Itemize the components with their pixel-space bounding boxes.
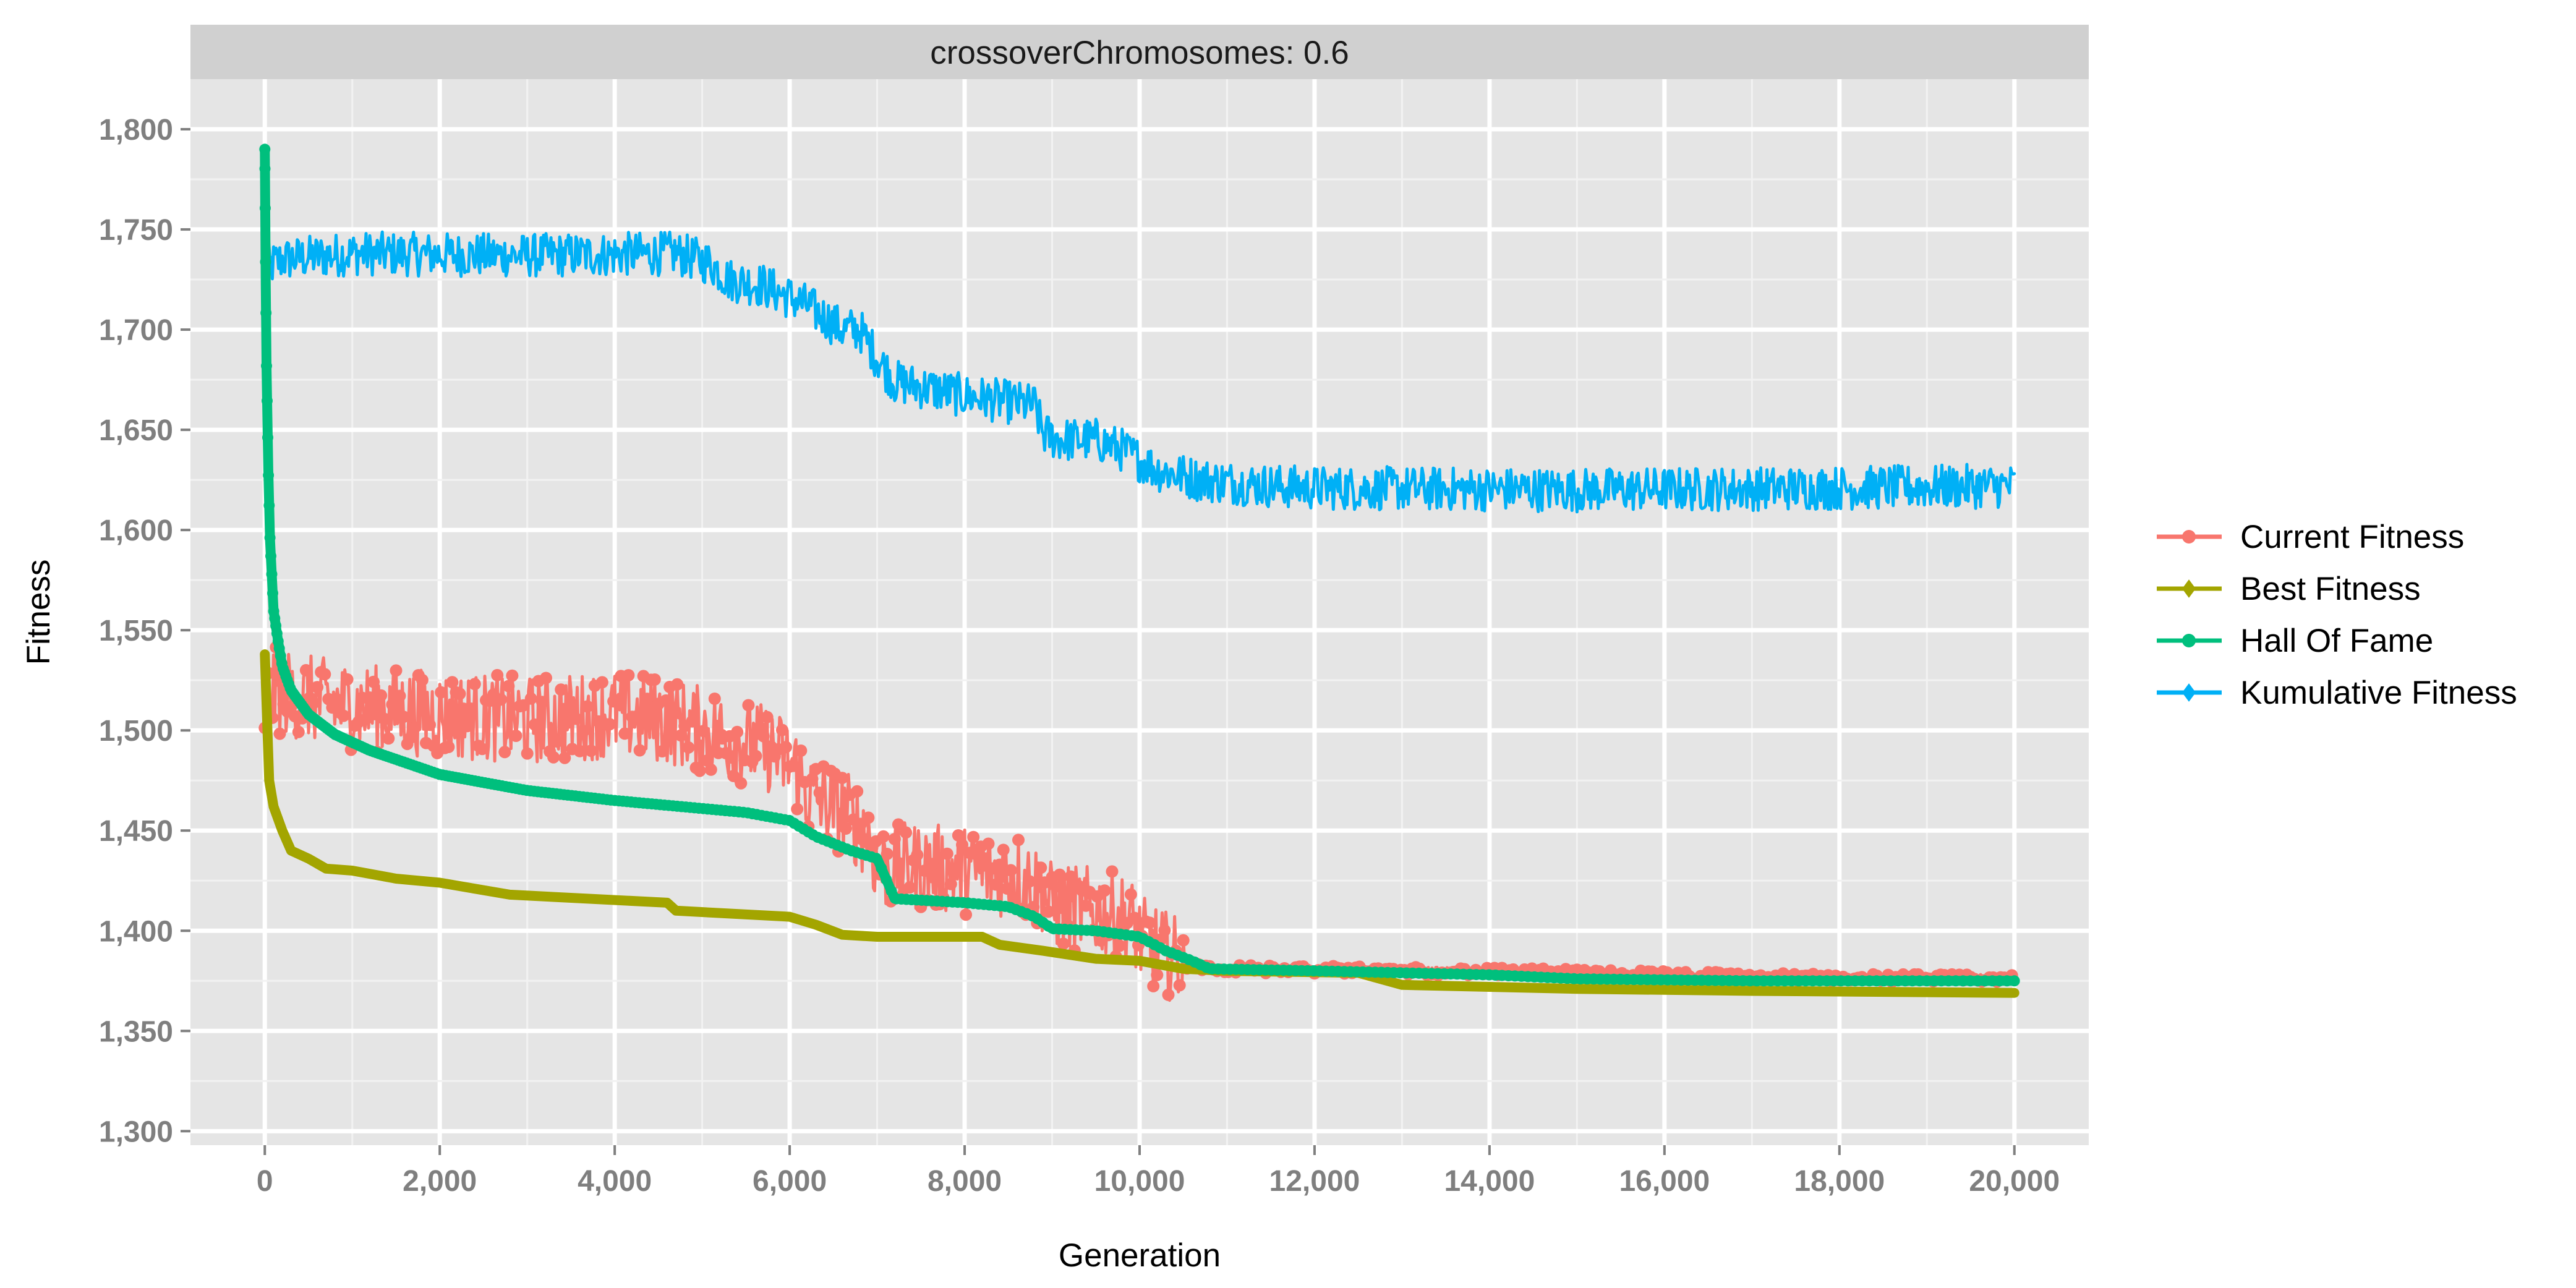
y-tick-label: 1,450: [99, 815, 173, 848]
y-tick-label: 1,400: [99, 915, 173, 948]
y-tick-label: 1,350: [99, 1015, 173, 1048]
y-tick-label: 1,500: [99, 715, 173, 748]
y-tick-label: 1,550: [99, 615, 173, 647]
x-tick-label: 4,000: [578, 1165, 652, 1198]
x-tick-label: 8,000: [928, 1165, 1002, 1198]
y-tick-label: 1,750: [99, 214, 173, 247]
facet-strip-label: crossoverChromosomes: 0.6: [930, 35, 1349, 71]
x-axis-title: Generation: [1059, 1237, 1221, 1274]
y-tick-label: 1,300: [99, 1115, 173, 1148]
legend-key-marker: [2182, 683, 2196, 702]
x-tick-label: 0: [257, 1165, 273, 1198]
y-tick-label: 1,650: [99, 414, 173, 447]
series-hall-of-fame: [259, 143, 2020, 987]
y-axis-title: Fitness: [20, 560, 57, 665]
legend-item-current-fitness: Current Fitness: [2157, 519, 2464, 555]
legend-item-kumulative-fitness: Kumulative Fitness: [2157, 675, 2517, 711]
data-layer: [258, 143, 2020, 1002]
x-tick-label: 10,000: [1094, 1165, 1185, 1198]
x-tick-label: 12,000: [1269, 1165, 1360, 1198]
x-tick-label: 16,000: [1619, 1165, 1710, 1198]
x-tick-label: 2,000: [403, 1165, 477, 1198]
y-tick-label: 1,600: [99, 514, 173, 547]
series-line: [263, 153, 2016, 514]
legend-key-marker: [2182, 579, 2196, 598]
axes: 0 2,000 4,000 6,000 8,000 10,000 12,000 14,000 1…: [99, 114, 2060, 1198]
legend-label: Hall Of Fame: [2240, 623, 2433, 659]
legend-key-marker: [2182, 530, 2196, 544]
x-tick-label: 18,000: [1794, 1165, 1885, 1198]
x-tick-label: 14,000: [1444, 1165, 1535, 1198]
legend-label: Current Fitness: [2240, 519, 2464, 555]
legend-label: Kumulative Fitness: [2240, 675, 2517, 711]
legend-key-marker: [2182, 634, 2196, 647]
facet-strip: [190, 25, 2089, 79]
y-tick-label: 1,800: [99, 114, 173, 147]
x-tick-label: 20,000: [1969, 1165, 2060, 1198]
legend: Current Fitness Best Fitness Hall Of Fame K…: [2157, 519, 2517, 711]
legend-label: Best Fitness: [2240, 571, 2421, 607]
legend-item-best-fitness: Best Fitness: [2157, 571, 2421, 607]
x-tick-label: 6,000: [753, 1165, 827, 1198]
y-tick-label: 1,700: [99, 314, 173, 347]
legend-item-hall-of-fame: Hall Of Fame: [2157, 623, 2433, 659]
series-markers: [258, 641, 2018, 1001]
